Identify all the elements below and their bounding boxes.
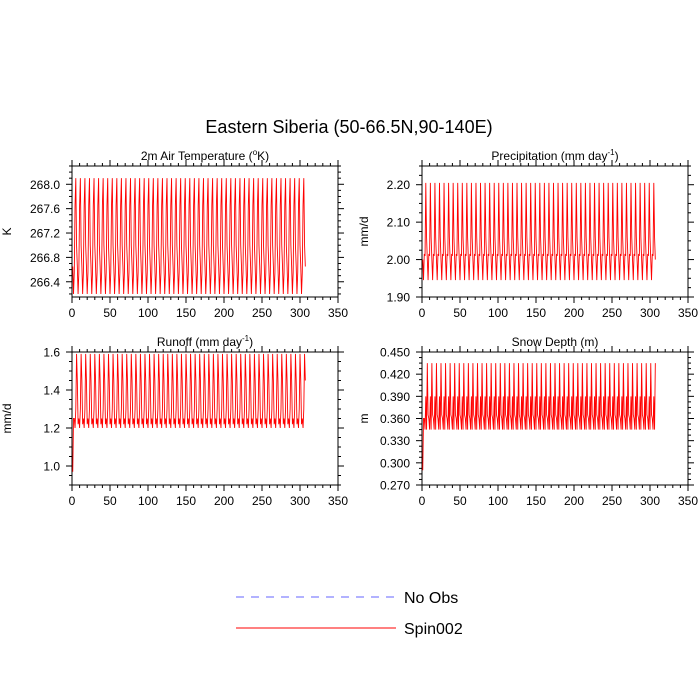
series-line-spin002 bbox=[72, 178, 306, 294]
y-tick-label: 266.4 bbox=[30, 275, 60, 289]
y-tick-label: 0.420 bbox=[380, 368, 410, 382]
legend: No Obs Spin002 bbox=[236, 590, 463, 638]
x-tick-label: 150 bbox=[176, 494, 196, 508]
x-tick-label: 350 bbox=[678, 494, 698, 508]
series-line-spin002 bbox=[72, 353, 306, 472]
x-tick-label: 250 bbox=[602, 494, 622, 508]
legend-label-no-obs: No Obs bbox=[404, 590, 458, 607]
y-axis-label: mm/d bbox=[357, 217, 371, 247]
x-tick-label: 200 bbox=[214, 494, 234, 508]
x-tick-label: 100 bbox=[138, 494, 158, 508]
panel-title: Runoff (mm day-1) bbox=[157, 334, 253, 349]
plot-frame bbox=[71, 165, 339, 298]
x-tick-label: 300 bbox=[640, 494, 660, 508]
panel-title-superscript: -1 bbox=[242, 334, 250, 343]
x-tick-label: 0 bbox=[419, 306, 426, 320]
y-axis-label: m bbox=[357, 414, 371, 424]
x-tick-label: 350 bbox=[328, 494, 348, 508]
panel-title-text: Precipitation (mm day bbox=[491, 149, 607, 163]
y-tick-label: 2.00 bbox=[387, 253, 411, 267]
x-tick-label: 200 bbox=[564, 306, 584, 320]
y-tick-label: 2.20 bbox=[387, 178, 411, 192]
y-tick-label: 1.2 bbox=[43, 422, 60, 436]
y-tick-label: 1.4 bbox=[43, 384, 60, 398]
panel-title-text: 2m Air Temperature ( bbox=[141, 149, 253, 163]
panel-title-suffix: ) bbox=[615, 149, 619, 163]
x-tick-label: 150 bbox=[176, 306, 196, 320]
y-tick-label: 1.6 bbox=[43, 346, 60, 360]
panel-title: Snow Depth (m) bbox=[512, 335, 599, 349]
y-tick-label: 1.90 bbox=[387, 291, 411, 305]
x-tick-label: 50 bbox=[103, 494, 117, 508]
x-tick-label: 50 bbox=[103, 306, 117, 320]
y-tick-label: 2.10 bbox=[387, 216, 411, 230]
y-tick-label: 0.390 bbox=[380, 390, 410, 404]
x-tick-label: 350 bbox=[328, 306, 348, 320]
x-tick-label: 300 bbox=[290, 306, 310, 320]
x-tick-label: 200 bbox=[214, 306, 234, 320]
y-tick-label: 267.6 bbox=[30, 202, 60, 216]
y-tick-label: 0.300 bbox=[380, 456, 410, 470]
x-tick-label: 100 bbox=[488, 306, 508, 320]
panel-title: 2m Air Temperature (oK) bbox=[141, 148, 269, 163]
panel-runoff: 0 50 100 150 200 250 300 350 1.0 1.2 1.4 1.6 mm/d Run… bbox=[0, 334, 348, 508]
panel-snow-depth: 0 50 100 150 200 250 300 350 0.270 0.300 0.330 0.36… bbox=[357, 335, 698, 508]
panel-title-superscript: -1 bbox=[607, 148, 615, 157]
series-line-spin002 bbox=[422, 363, 656, 471]
panel-title-text: Snow Depth (m) bbox=[512, 335, 599, 349]
y-tick-label: 267.2 bbox=[30, 227, 60, 241]
y-tick-label: 0.330 bbox=[380, 434, 410, 448]
x-tick-label: 150 bbox=[526, 494, 546, 508]
y-axis-label: K bbox=[0, 227, 14, 235]
x-tick-label: 250 bbox=[252, 306, 272, 320]
x-tick-label: 250 bbox=[252, 494, 272, 508]
x-tick-label: 350 bbox=[678, 306, 698, 320]
x-tick-label: 100 bbox=[138, 306, 158, 320]
y-tick-label: 0.450 bbox=[380, 346, 410, 360]
x-tick-label: 0 bbox=[69, 306, 76, 320]
series-line-spin002 bbox=[422, 182, 656, 281]
x-tick-label: 100 bbox=[488, 494, 508, 508]
panel-title-text: Runoff (mm day bbox=[157, 335, 242, 349]
y-tick-label: 266.8 bbox=[30, 251, 60, 265]
x-tick-label: 0 bbox=[419, 494, 426, 508]
x-tick-label: 50 bbox=[453, 306, 467, 320]
x-tick-label: 50 bbox=[453, 494, 467, 508]
legend-label-spin002: Spin002 bbox=[404, 621, 463, 638]
x-tick-label: 250 bbox=[602, 306, 622, 320]
y-tick-label: 0.270 bbox=[380, 479, 410, 493]
panel-title-superscript: o bbox=[253, 148, 258, 157]
x-tick-label: 300 bbox=[290, 494, 310, 508]
x-tick-label: 200 bbox=[564, 494, 584, 508]
y-axis-label: mm/d bbox=[0, 404, 14, 434]
panel-air-temperature: 0 50 100 150 200 250 300 350 266.4 266.8 267.2 267.… bbox=[0, 148, 348, 320]
x-tick-label: 0 bbox=[69, 494, 76, 508]
panel-title: Precipitation (mm day-1) bbox=[491, 148, 618, 163]
y-tick-label: 0.360 bbox=[380, 412, 410, 426]
panel-precipitation: 0 50 100 150 200 250 300 350 1.90 2.00 2.10 2.20 mm/… bbox=[357, 148, 698, 320]
panel-title-suffix: ) bbox=[249, 335, 253, 349]
y-tick-label: 268.0 bbox=[30, 178, 60, 192]
figure-title: Eastern Siberia (50-66.5N,90-140E) bbox=[205, 117, 492, 137]
x-tick-label: 300 bbox=[640, 306, 660, 320]
x-tick-label: 150 bbox=[526, 306, 546, 320]
panel-title-suffix: K) bbox=[257, 149, 269, 163]
y-tick-label: 1.0 bbox=[43, 460, 60, 474]
